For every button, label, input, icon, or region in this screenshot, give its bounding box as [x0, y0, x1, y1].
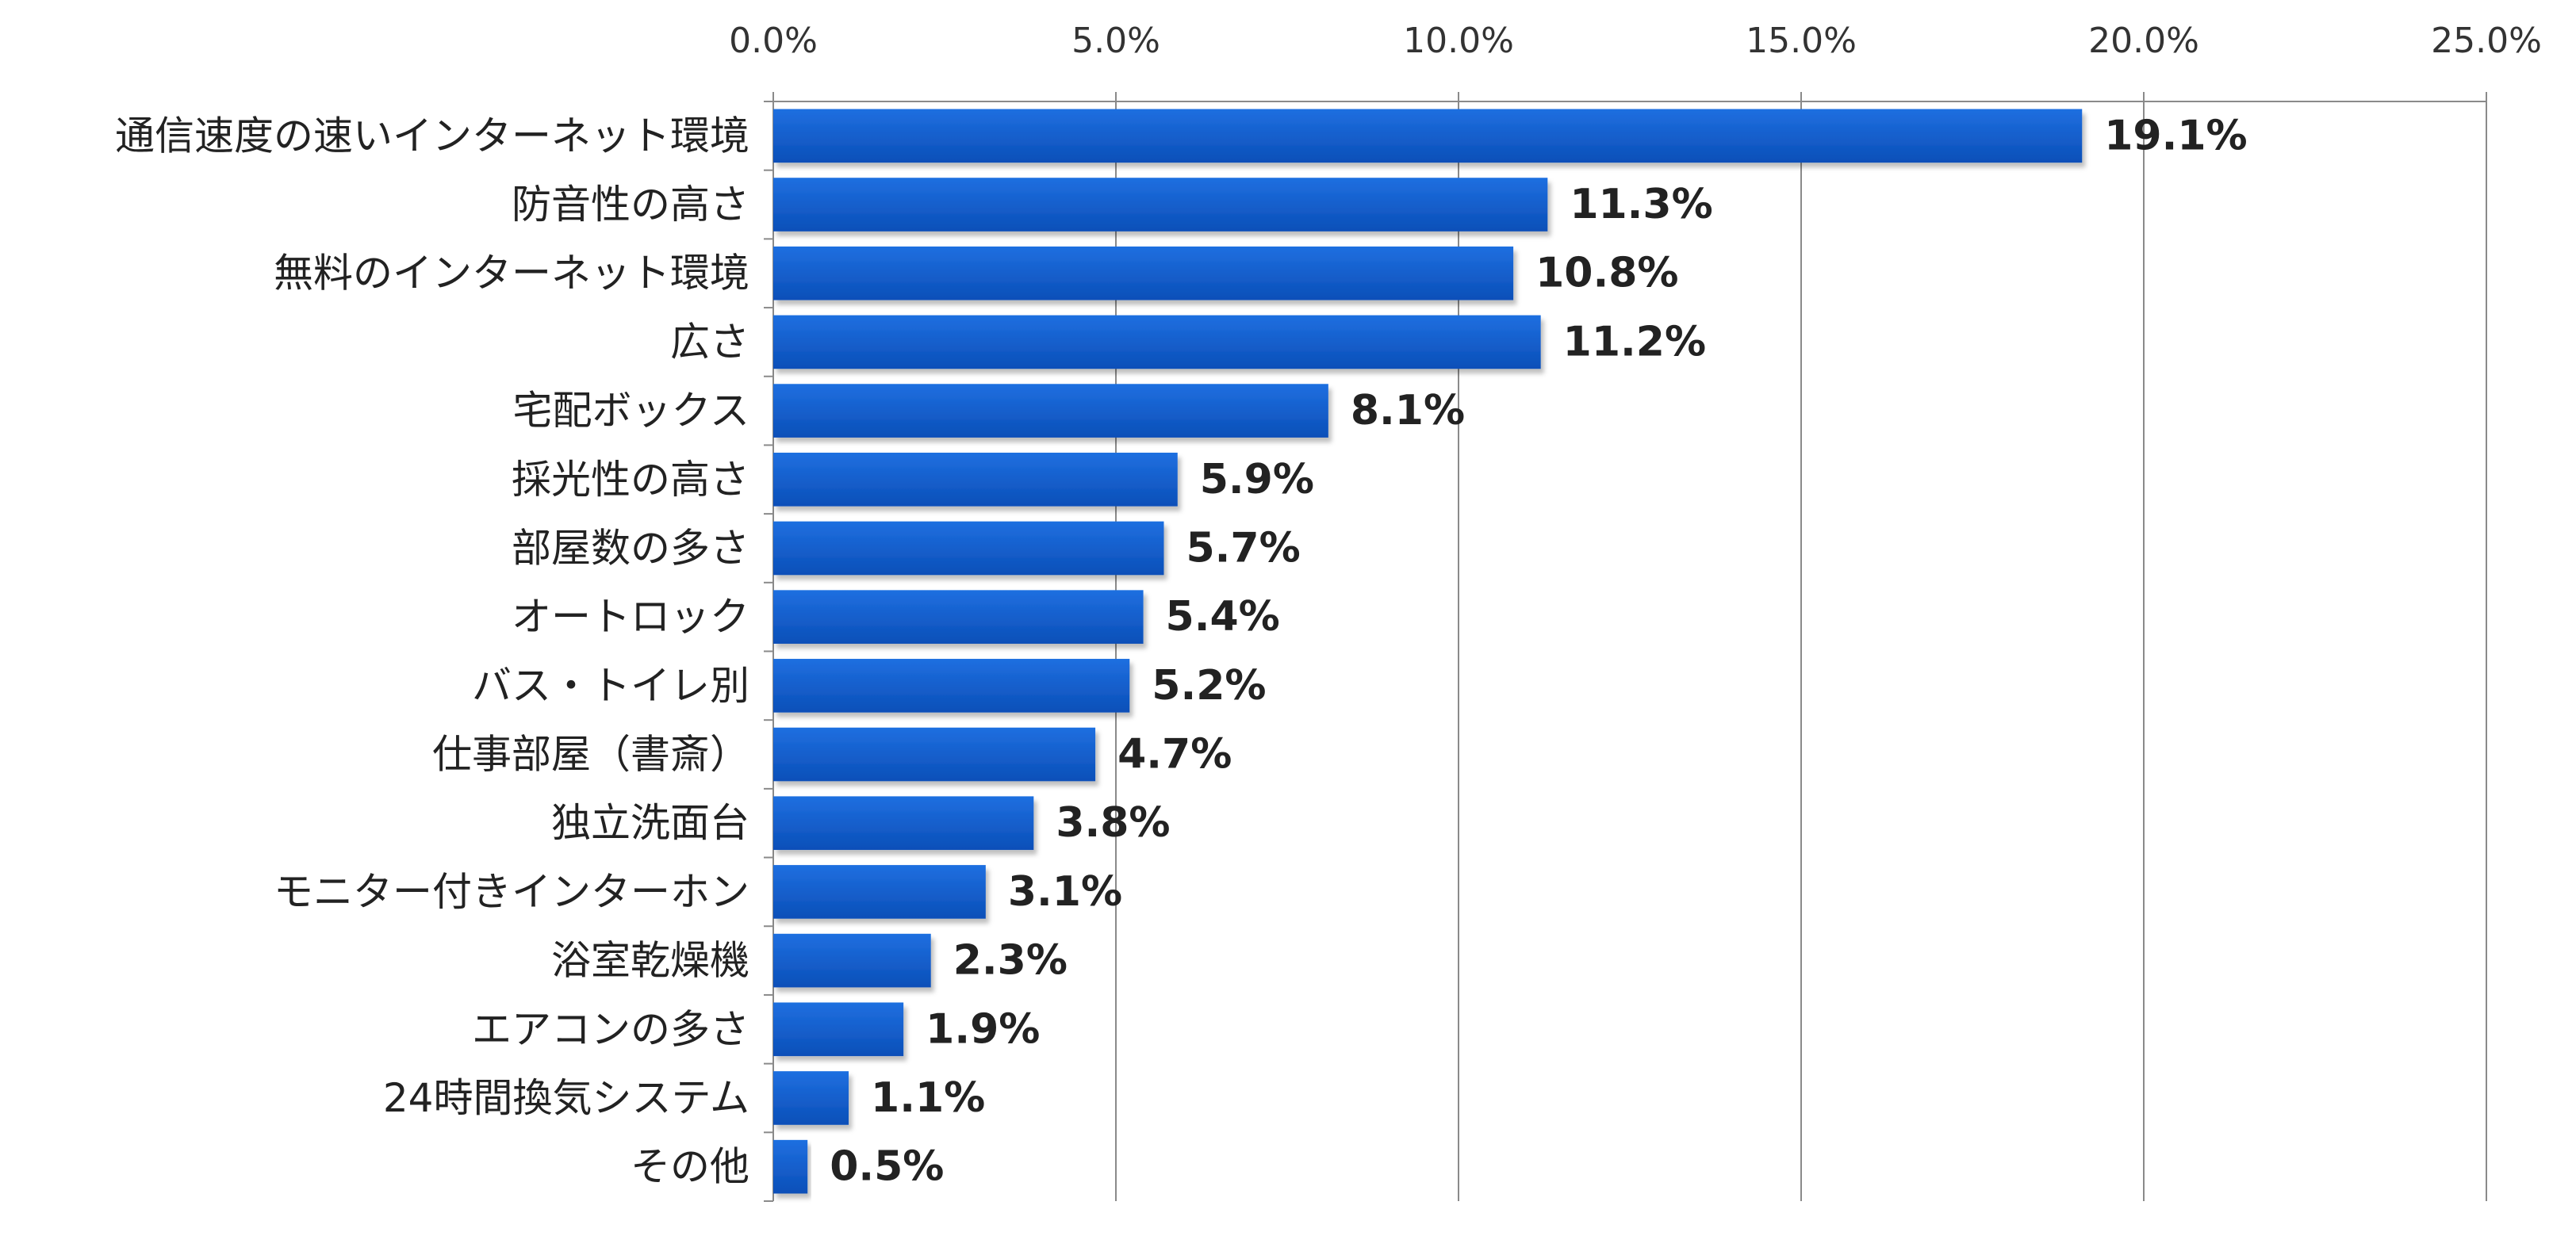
data-label-3: 11.2% [1563, 318, 1706, 365]
data-label-13: 1.9% [926, 1005, 1040, 1053]
bar-8 [773, 659, 1130, 713]
bar-4 [773, 384, 1328, 438]
bar-1 [773, 178, 1548, 232]
bar-7 [773, 590, 1144, 644]
bar-13 [773, 1002, 904, 1057]
data-label-14: 1.1% [871, 1074, 985, 1122]
category-label-0: 通信速度の速いインターネット環境 [115, 113, 749, 159]
data-label-4: 8.1% [1351, 387, 1465, 434]
category-label-13: エアコンの多さ [472, 1006, 749, 1052]
category-labels: 通信速度の速いインターネット環境防音性の高さ無料のインターネット環境広さ宅配ボッ… [115, 113, 749, 1189]
category-label-4: 宅配ボックス [513, 388, 750, 434]
x-tick-label-2: 10.0% [1403, 21, 1514, 61]
category-label-2: 無料のインターネット環境 [274, 251, 749, 297]
data-label-10: 3.8% [1056, 799, 1170, 847]
data-labels: 19.1% 11.3% 10.8% 11.2% 8.1% 5.9% 5.7% 5.4% 5.2%… [830, 112, 2247, 1190]
x-tick-label-3: 15.0% [1746, 21, 1857, 61]
data-label-15: 0.5% [830, 1143, 944, 1191]
category-label-5: 採光性の高さ [512, 457, 749, 503]
category-label-8: バス・トイレ別 [472, 663, 749, 709]
bar-9 [773, 727, 1096, 782]
bar-15 [773, 1139, 808, 1194]
category-label-1: 防音性の高さ [512, 182, 749, 228]
category-label-6: 部屋数の多さ [512, 525, 749, 571]
bar-6 [773, 521, 1164, 576]
data-label-1: 11.3% [1570, 181, 1712, 228]
data-label-7: 5.4% [1166, 593, 1280, 641]
data-label-8: 5.2% [1152, 662, 1266, 710]
bar-5 [773, 452, 1178, 507]
category-label-14: 24時間換気システム [383, 1075, 749, 1121]
x-tick-label-4: 20.0% [2088, 21, 2199, 61]
bars [773, 109, 2083, 1194]
category-label-9: 仕事部屋（書斎） [432, 732, 749, 778]
bar-11 [773, 865, 986, 919]
category-label-7: オートロック [512, 594, 749, 640]
category-label-10: 独立洗面台 [551, 800, 749, 846]
x-tick-label-1: 5.0% [1071, 21, 1160, 61]
category-label-3: 広さ [670, 319, 749, 365]
data-label-0: 19.1% [2104, 112, 2247, 159]
data-label-12: 2.3% [953, 937, 1068, 985]
bar-14 [773, 1071, 849, 1125]
bar-2 [773, 246, 1514, 300]
data-label-11: 3.1% [1008, 868, 1122, 916]
bar-3 [773, 315, 1541, 369]
data-label-9: 4.7% [1117, 731, 1232, 779]
x-tick-label-5: 25.0% [2431, 21, 2542, 61]
data-label-2: 10.8% [1535, 250, 1678, 297]
x-axis-tick-labels: 0.0% 5.0% 10.0% 15.0% 20.0% 25.0% [729, 21, 2542, 61]
data-label-6: 5.7% [1186, 524, 1300, 572]
bar-0 [773, 109, 2083, 163]
x-tick-label-0: 0.0% [729, 21, 818, 61]
bar-12 [773, 933, 931, 988]
category-label-15: その他 [631, 1144, 749, 1190]
category-label-12: 浴室乾燥機 [551, 938, 749, 984]
data-label-5: 5.9% [1200, 456, 1314, 503]
bar-10 [773, 796, 1034, 851]
category-label-11: モニター付きインターホン [274, 869, 749, 915]
